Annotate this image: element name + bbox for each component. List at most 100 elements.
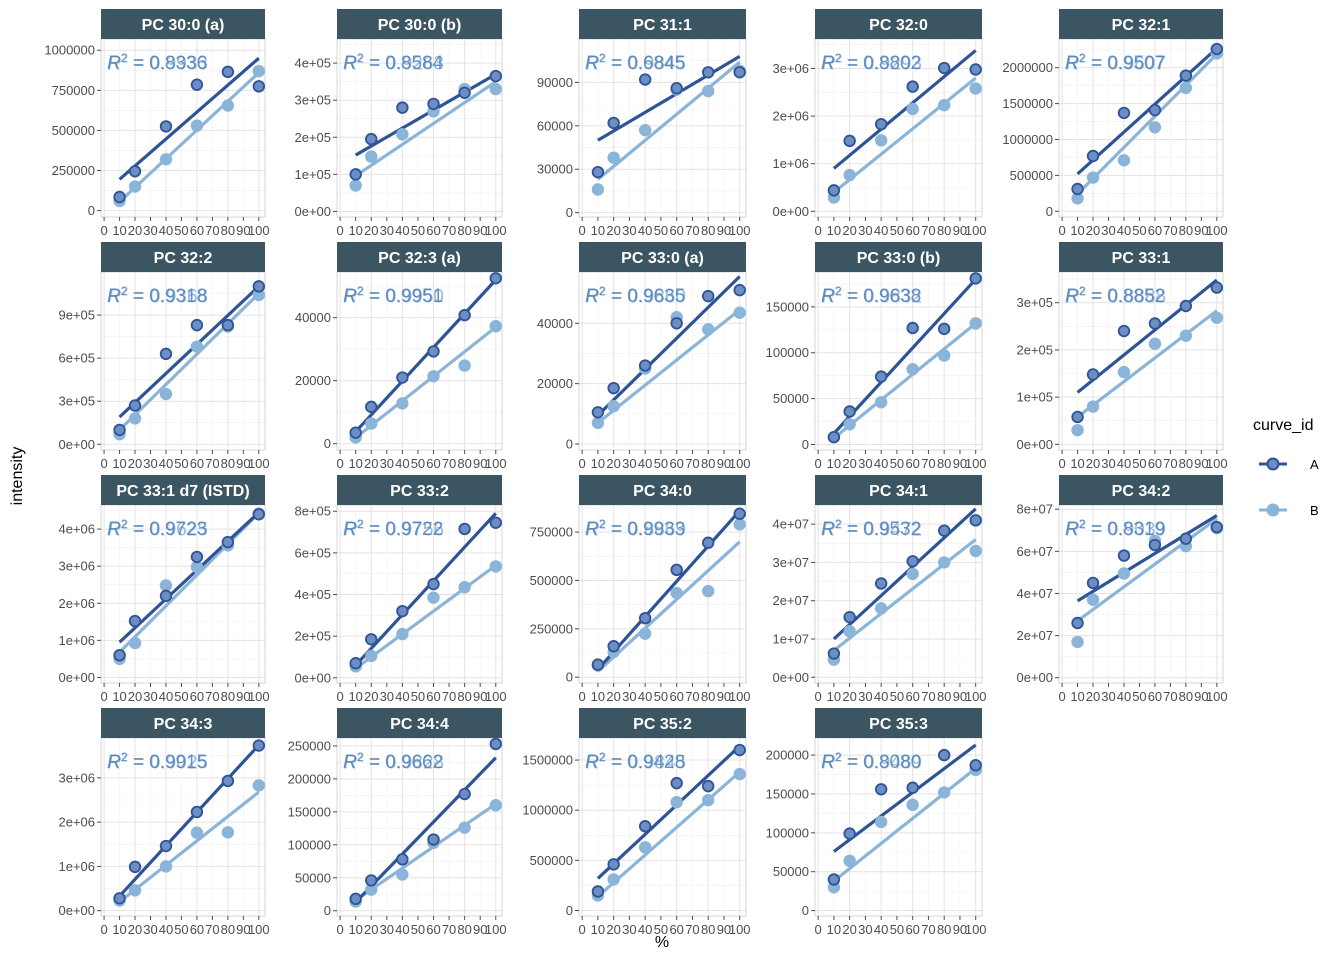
point-a [159, 839, 173, 853]
x-tick-label: 90 [1194, 689, 1208, 704]
x-tick-label: 70 [1163, 689, 1177, 704]
point-b [1179, 81, 1193, 95]
x-tick-label: 60 [905, 456, 919, 471]
x-tick-label: 40 [874, 922, 888, 937]
point-a [937, 322, 951, 336]
x-tick-label: 50 [654, 456, 668, 471]
r2-label-a: R2 = 0.9507 [1065, 51, 1165, 74]
point-a [1148, 538, 1162, 552]
x-tick-label: 90 [236, 223, 250, 238]
r2-symbol: R [586, 54, 600, 75]
point-b [969, 317, 982, 330]
point-a [607, 116, 620, 130]
facet-title: PC 35:2 [633, 716, 692, 733]
facet-strip [579, 708, 746, 738]
y-tick-label: 100000 [766, 825, 809, 840]
x-tick-label: 40 [874, 456, 888, 471]
fit-line-a [118, 743, 260, 898]
facet-title: PC 34:2 [1112, 483, 1171, 500]
facet-strip [1059, 242, 1223, 272]
x-tick-label: 100 [485, 689, 507, 704]
r2-superscript: 2 [358, 751, 365, 765]
point-b [638, 627, 652, 640]
x-tick-label: 20 [1086, 456, 1100, 471]
r2-label-b: R2 = 0.9845 [586, 751, 686, 774]
r2-label-b: R2 = 0.9489 [822, 751, 922, 774]
point-a [701, 779, 715, 793]
point-a [937, 524, 951, 537]
x-tick-label: 60 [669, 689, 683, 704]
facet-strip [101, 475, 265, 505]
point-a [937, 61, 951, 75]
legend-title: curve_id [1253, 417, 1313, 434]
point-a [427, 345, 440, 358]
y-tick-label: 100000 [766, 345, 809, 360]
fit-line-a [118, 511, 260, 644]
facet-title: PC 32:1 [1112, 17, 1171, 34]
point-a [190, 805, 204, 819]
legend-entry-a[interactable]: A [1259, 457, 1319, 472]
x-tick-label: 80 [701, 223, 715, 238]
point-b [906, 102, 919, 116]
x-tick-label: 0 [815, 689, 822, 704]
x-tick-label: 30 [380, 922, 394, 937]
point-a [159, 589, 173, 603]
point-a [1179, 299, 1193, 313]
r2-label-b: R2 = 0.9293 [822, 52, 922, 75]
y-tick-label: 6e+05 [294, 545, 331, 560]
r2-label-a: R2 = 0.9722 [343, 517, 443, 540]
r2-label-b: R2 = 0.9860 [586, 285, 686, 308]
facet-title: PC 33:1 [1112, 250, 1171, 267]
point-a [701, 289, 715, 303]
x-tick-label: 30 [380, 689, 394, 704]
x-tick-label: 20 [364, 456, 378, 471]
fit-line-a [832, 49, 977, 170]
point-a [489, 516, 502, 529]
r2-symbol: R [821, 519, 835, 540]
panel-background [336, 38, 503, 218]
x-tick-label: 10 [112, 922, 126, 937]
x-tick-label: 20 [128, 922, 142, 937]
y-tick-label: 8e+05 [294, 504, 331, 519]
legend-entry-b[interactable]: B [1259, 503, 1319, 518]
point-a [128, 860, 142, 874]
y-tick-label: 250000 [530, 621, 573, 636]
x-tick-label: 90 [717, 922, 731, 937]
fit-line-b [118, 292, 260, 432]
x-tick-label: 40 [159, 689, 173, 704]
point-b [937, 98, 951, 112]
point-a [396, 371, 409, 384]
x-tick-label: 50 [890, 689, 904, 704]
x-tick-label: 90 [953, 223, 967, 238]
x-tick-label: 10 [112, 223, 126, 238]
x-tick-label: 40 [638, 223, 652, 238]
x-tick-label: 10 [1070, 456, 1084, 471]
panel-background [814, 737, 983, 917]
fit-line-b [596, 540, 741, 673]
r2-label-a: R2 = 0.9318 [107, 284, 207, 307]
x-tick-label: 30 [622, 223, 636, 238]
x-tick-label: 90 [953, 689, 967, 704]
y-tick-label: 9e+05 [58, 308, 95, 323]
y-tick-label: 1000000 [522, 803, 573, 818]
y-tick-label: 50000 [773, 391, 809, 406]
r2-label-b: R2 = 0.9263 [344, 52, 444, 75]
x-tick-label: 70 [921, 223, 935, 238]
r2-label-b: R2 = 0.9368 [108, 285, 208, 308]
x-tick-label: 0 [815, 922, 822, 937]
x-tick-label: 80 [221, 456, 235, 471]
point-b [607, 400, 620, 413]
y-tick-label: 0 [324, 436, 331, 451]
facet-pc-30-0-a: PC 30:0 (a) 0 250000 500000 750000 1000000 0 10… [44, 9, 270, 238]
r2-value: = 0.9756 [364, 520, 444, 541]
y-tick-label: 3e+06 [772, 61, 809, 76]
x-tick-label: 90 [1194, 223, 1208, 238]
x-tick-label: 20 [842, 456, 856, 471]
r2-symbol: R [821, 752, 835, 773]
point-a [906, 80, 919, 93]
point-b [874, 134, 888, 147]
x-tick-label: 0 [1058, 456, 1065, 471]
x-tick-label: 0 [1058, 689, 1065, 704]
y-tick-label: 3e+05 [1016, 295, 1053, 310]
y-tick-label: 2e+06 [772, 109, 809, 124]
